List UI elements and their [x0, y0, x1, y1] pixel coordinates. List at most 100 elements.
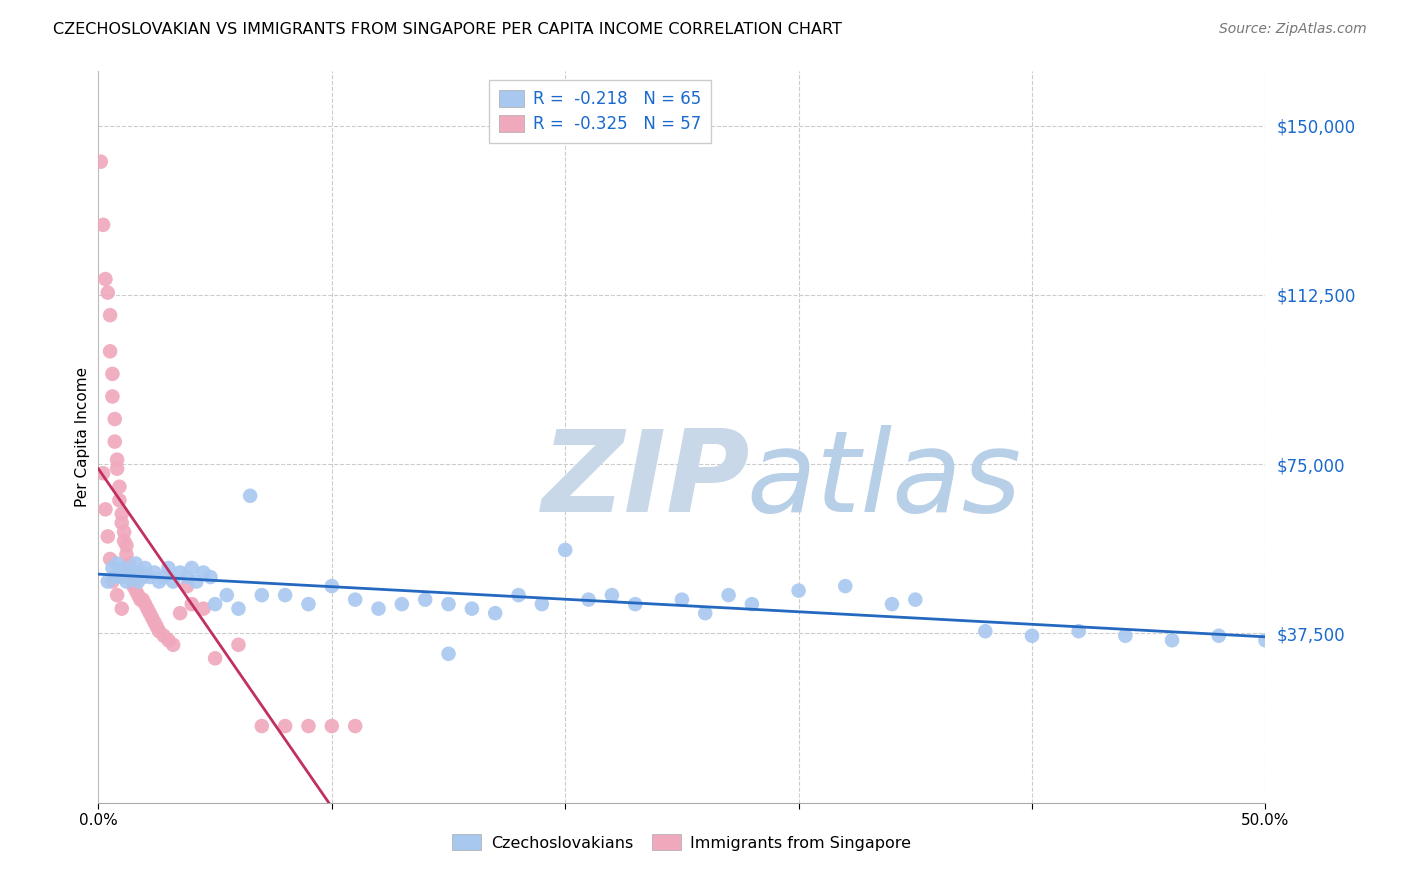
Point [413, 592, 436, 607]
Point [157, 633, 180, 648]
Point [132, 570, 155, 584]
Point [141, 610, 163, 624]
Point [600, 588, 623, 602]
Point [91, 218, 114, 232]
Text: Source: ZipAtlas.com: Source: ZipAtlas.com [1219, 22, 1367, 37]
Point [152, 629, 174, 643]
Point [274, 588, 297, 602]
Point [193, 566, 215, 580]
Point [578, 592, 600, 607]
Point [228, 601, 250, 615]
Point [127, 588, 149, 602]
Point [176, 570, 198, 584]
Point [1114, 629, 1136, 643]
Point [321, 579, 343, 593]
Point [344, 719, 367, 733]
Point [104, 434, 127, 449]
Point [162, 638, 184, 652]
Point [120, 570, 142, 584]
Point [297, 719, 319, 733]
Point [132, 592, 155, 607]
Point [1161, 633, 1184, 648]
Point [97, 529, 120, 543]
Point [139, 570, 162, 584]
Point [787, 583, 810, 598]
Point [94, 502, 117, 516]
Point [111, 601, 134, 615]
Point [250, 719, 273, 733]
Point [101, 574, 124, 589]
Point [104, 570, 127, 584]
Point [98, 344, 121, 359]
Point [105, 452, 128, 467]
Point [215, 588, 238, 602]
Point [148, 624, 170, 639]
Point [239, 489, 262, 503]
Point [880, 597, 903, 611]
Point [228, 638, 250, 652]
Point [250, 588, 273, 602]
Point [143, 615, 166, 630]
Point [112, 524, 135, 539]
Point [834, 579, 856, 593]
Point [105, 461, 128, 475]
Point [437, 647, 460, 661]
Point [120, 570, 142, 584]
Point [695, 606, 717, 620]
Point [139, 606, 162, 620]
Point [127, 574, 149, 589]
Point [204, 651, 226, 665]
Point [101, 389, 124, 403]
Point [148, 574, 170, 589]
Point [108, 493, 131, 508]
Point [125, 557, 148, 571]
Point [143, 566, 166, 580]
Point [741, 597, 763, 611]
Text: CZECHOSLOVAKIAN VS IMMIGRANTS FROM SINGAPORE PER CAPITA INCOME CORRELATION CHART: CZECHOSLOVAKIAN VS IMMIGRANTS FROM SINGA… [53, 22, 842, 37]
Point [115, 574, 138, 589]
Point [115, 538, 138, 552]
Point [152, 570, 174, 584]
Point [162, 574, 184, 589]
Point [344, 592, 367, 607]
Point [461, 601, 484, 615]
Point [186, 574, 208, 589]
Point [105, 588, 128, 602]
Point [112, 561, 135, 575]
Point [530, 597, 553, 611]
Point [118, 557, 141, 571]
Point [321, 719, 343, 733]
Point [111, 516, 134, 530]
Point [554, 543, 576, 558]
Point [104, 412, 127, 426]
Point [974, 624, 997, 639]
Point [136, 601, 159, 615]
Point [94, 272, 117, 286]
Point [180, 561, 202, 575]
Point [193, 601, 215, 615]
Point [1254, 633, 1277, 648]
Point [367, 601, 389, 615]
Text: atlas: atlas [747, 425, 1021, 536]
Point [118, 566, 141, 580]
Point [101, 561, 124, 575]
Point [108, 480, 131, 494]
Point [274, 719, 297, 733]
Point [122, 574, 145, 589]
Point [111, 570, 134, 584]
Point [105, 557, 128, 571]
Point [98, 308, 121, 322]
Point [97, 574, 120, 589]
Y-axis label: Per Capita Income: Per Capita Income [75, 367, 90, 508]
Point [129, 566, 152, 580]
Point [125, 583, 148, 598]
Point [146, 620, 169, 634]
Point [297, 597, 319, 611]
Point [180, 597, 202, 611]
Point [122, 579, 145, 593]
Point [169, 606, 191, 620]
Point [115, 548, 138, 562]
Point [1067, 624, 1090, 639]
Point [200, 570, 222, 584]
Point [671, 592, 693, 607]
